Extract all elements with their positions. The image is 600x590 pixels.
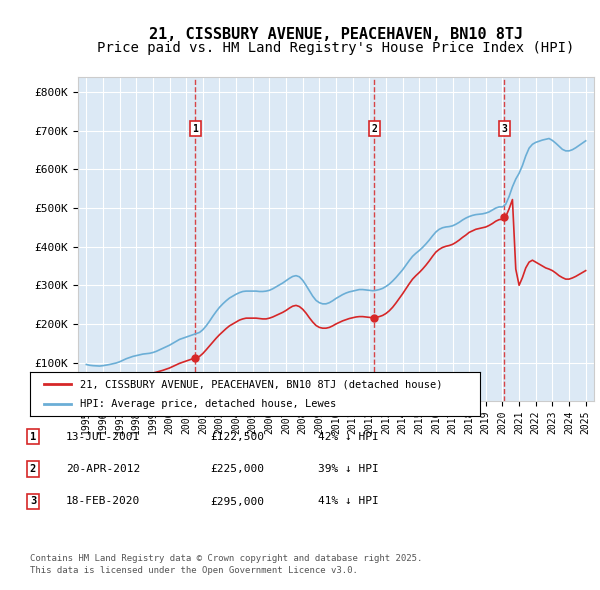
Text: 20-APR-2012: 20-APR-2012 [66,464,140,474]
Text: 2: 2 [371,124,377,133]
Text: 3: 3 [30,497,36,506]
Text: 18-FEB-2020: 18-FEB-2020 [66,497,140,506]
Text: 21, CISSBURY AVENUE, PEACEHAVEN, BN10 8TJ: 21, CISSBURY AVENUE, PEACEHAVEN, BN10 8T… [149,27,523,41]
Text: £295,000: £295,000 [210,497,264,506]
Text: £122,500: £122,500 [210,432,264,441]
Text: 2: 2 [30,464,36,474]
Text: 1: 1 [30,432,36,441]
Text: 42% ↓ HPI: 42% ↓ HPI [318,432,379,441]
Text: HPI: Average price, detached house, Lewes: HPI: Average price, detached house, Lewe… [79,399,336,408]
Text: Contains HM Land Registry data © Crown copyright and database right 2025.: Contains HM Land Registry data © Crown c… [30,555,422,563]
Text: 41% ↓ HPI: 41% ↓ HPI [318,497,379,506]
Text: Price paid vs. HM Land Registry's House Price Index (HPI): Price paid vs. HM Land Registry's House … [97,41,575,55]
Text: This data is licensed under the Open Government Licence v3.0.: This data is licensed under the Open Gov… [30,566,358,575]
Text: 13-JUL-2001: 13-JUL-2001 [66,432,140,441]
Text: 1: 1 [192,124,198,133]
Text: 39% ↓ HPI: 39% ↓ HPI [318,464,379,474]
Text: 21, CISSBURY AVENUE, PEACEHAVEN, BN10 8TJ (detached house): 21, CISSBURY AVENUE, PEACEHAVEN, BN10 8T… [79,379,442,389]
Text: 3: 3 [502,124,508,133]
Text: £225,000: £225,000 [210,464,264,474]
